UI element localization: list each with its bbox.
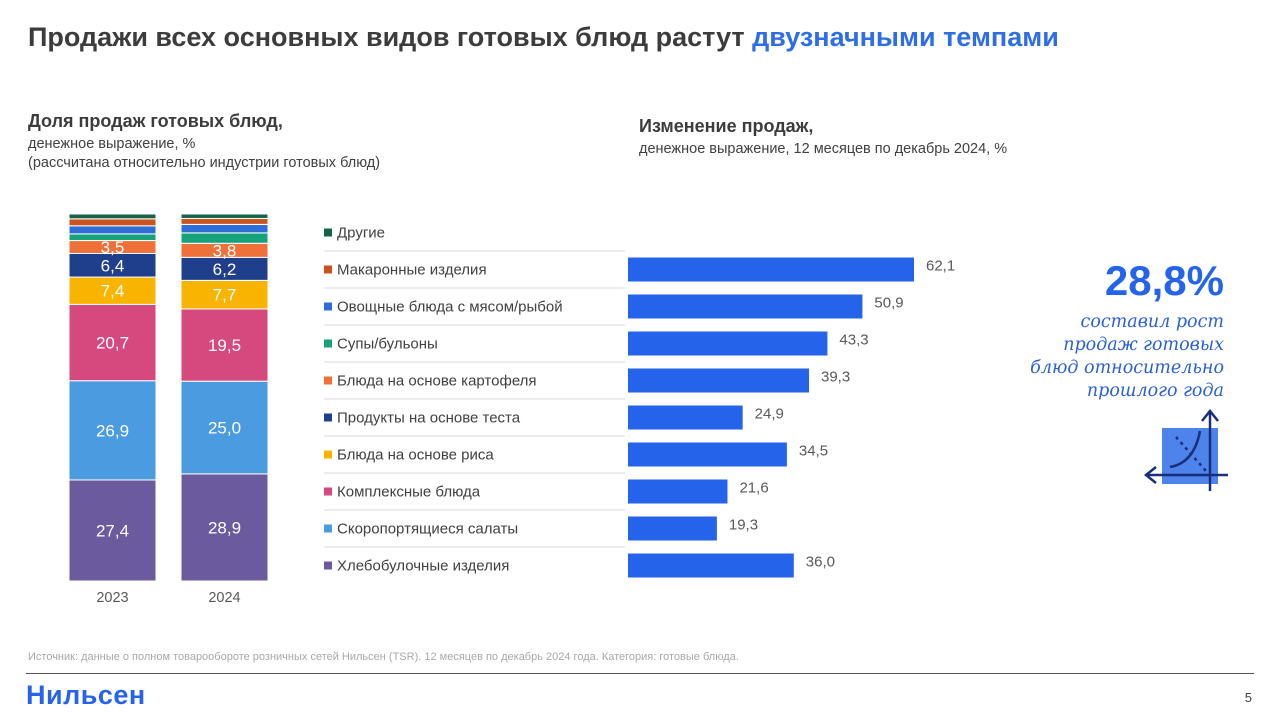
change-value-9: 36,0 [806, 554, 835, 571]
stack-label-2023-4: 6,4 [101, 256, 125, 275]
page-title: Продажи всех основных видов готовых блюд… [28, 22, 1059, 53]
stack-segment-2023-7 [68, 225, 157, 235]
growth-callout: 28,8% составил рост продаж готовых блюд … [1030, 255, 1224, 403]
legend-label-7: Комплексные блюда [337, 484, 481, 501]
change-value-3: 43,3 [839, 332, 868, 349]
stack-label-2024-0: 28,9 [208, 518, 241, 537]
legend-label-9: Хлебобулочные изделия [337, 558, 509, 575]
change-bar-3 [628, 331, 828, 356]
change-value-7: 21,6 [739, 480, 768, 497]
right-chart-subtitle: Изменение продаж, денежное выражение, 12… [639, 116, 1007, 159]
stack-segment-2024-7 [180, 223, 269, 234]
legend-swatch-9 [324, 561, 332, 570]
change-value-5: 24,9 [755, 406, 784, 423]
year-label-2023: 2023 [96, 590, 128, 606]
footer-divider [26, 673, 1254, 674]
stack-label-2024-2: 19,5 [208, 336, 241, 355]
title-accent: двузначными темпами [752, 22, 1059, 52]
stack-segment-2023-1 [68, 380, 157, 481]
callout-line4: прошлого года [1086, 381, 1224, 401]
change-value-4: 39,3 [821, 369, 850, 386]
legend-swatch-5 [324, 413, 332, 422]
stack-segment-2024-2 [180, 308, 269, 382]
stack-label-2023-1: 26,9 [96, 421, 129, 440]
stack-label-2024-5: 3,8 [213, 241, 237, 260]
change-value-6: 34,5 [799, 443, 828, 460]
legend-label-5: Продукты на основе теста [337, 410, 521, 427]
stack-label-2023-2: 20,7 [96, 334, 129, 353]
change-bar-6 [628, 442, 787, 467]
source-note: Источник: данные о полном товарообороте … [28, 651, 739, 663]
legend-swatch-2 [324, 302, 332, 311]
legend-swatch-3 [324, 339, 332, 348]
change-bar-9 [628, 553, 794, 578]
change-bar-2 [628, 294, 863, 319]
left-subtitle-line2: (рассчитана относительно индустрии готов… [28, 155, 381, 171]
legend-label-1: Макаронные изделия [337, 262, 487, 279]
callout-line1: составил рост [1080, 312, 1224, 332]
legend-label-3: Супы/бульоны [337, 336, 438, 353]
legend-swatch-6 [324, 450, 332, 459]
right-subtitle-heading: Изменение продаж, [639, 116, 814, 136]
legend-swatch-8 [324, 524, 332, 533]
page-number: 5 [1244, 690, 1252, 705]
left-subtitle-heading: Доля продаж готовых блюд, [28, 111, 283, 131]
year-label-2024: 2024 [208, 590, 240, 606]
stack-segment-2024-1 [180, 380, 269, 475]
stack-segment-2023-6 [68, 233, 157, 242]
stack-segment-2024-0 [180, 473, 269, 582]
legend-swatch-0 [324, 228, 332, 237]
legend-swatch-4 [324, 376, 332, 385]
stack-segment-2024-8 [180, 217, 269, 225]
right-subtitle-line1: денежное выражение, 12 месяцев по декабр… [639, 141, 1008, 157]
change-value-8: 19,3 [729, 517, 758, 534]
stack-segment-2023-8 [68, 218, 157, 227]
change-value-2: 50,9 [874, 295, 903, 312]
title-main: Продажи всех основных видов готовых блюд… [28, 22, 753, 52]
change-bar-5 [628, 405, 743, 430]
stack-segment-2023-0 [68, 479, 157, 582]
legend-label-2: Овощные блюда с мясом/рыбой [337, 299, 563, 316]
left-chart-subtitle: Доля продаж готовых блюд, денежное выраж… [28, 111, 380, 173]
callout-value: 28,8% [1104, 257, 1224, 304]
change-value-1: 62,1 [926, 258, 955, 275]
change-bar-1 [628, 257, 914, 282]
stack-label-2024-4: 6,2 [213, 260, 237, 279]
stack-segment-2024-6 [180, 232, 269, 244]
stack-label-2023-3: 7,4 [101, 282, 125, 301]
stack-label-2024-1: 25,0 [208, 419, 241, 438]
legend-label-0: Другие [337, 225, 385, 242]
callout-line2: продаж готовых [1063, 335, 1224, 355]
nielsen-logo: Нильсен [26, 680, 146, 710]
stack-label-2024-3: 7,7 [213, 286, 237, 305]
change-bar-4 [628, 368, 809, 393]
stack-segment-2023-2 [68, 303, 157, 382]
stack-segment-2024-3 [180, 279, 269, 310]
stack-segment-2023-3 [68, 276, 157, 305]
change-bar-8 [628, 516, 717, 541]
stack-segment-2023-9 [68, 213, 157, 220]
change-bar-7 [628, 479, 728, 504]
legend-label-6: Блюда на основе риса [337, 447, 494, 464]
callout-line3: блюд относительно [1030, 358, 1224, 378]
stack-segment-2024-9 [180, 213, 269, 219]
legend-label-4: Блюда на основе картофеля [337, 373, 537, 390]
legend-swatch-7 [324, 487, 332, 496]
stack-label-2023-5: 3,5 [101, 238, 125, 257]
stack-label-2023-0: 27,4 [96, 521, 129, 540]
growth-chart-icon [1142, 405, 1232, 495]
legend-swatch-1 [324, 265, 332, 274]
left-subtitle-line1: денежное выражение, % [28, 136, 196, 152]
legend-label-8: Скоропортящиеся салаты [337, 521, 518, 538]
callout-text: составил рост продаж готовых блюд относи… [1030, 311, 1224, 403]
